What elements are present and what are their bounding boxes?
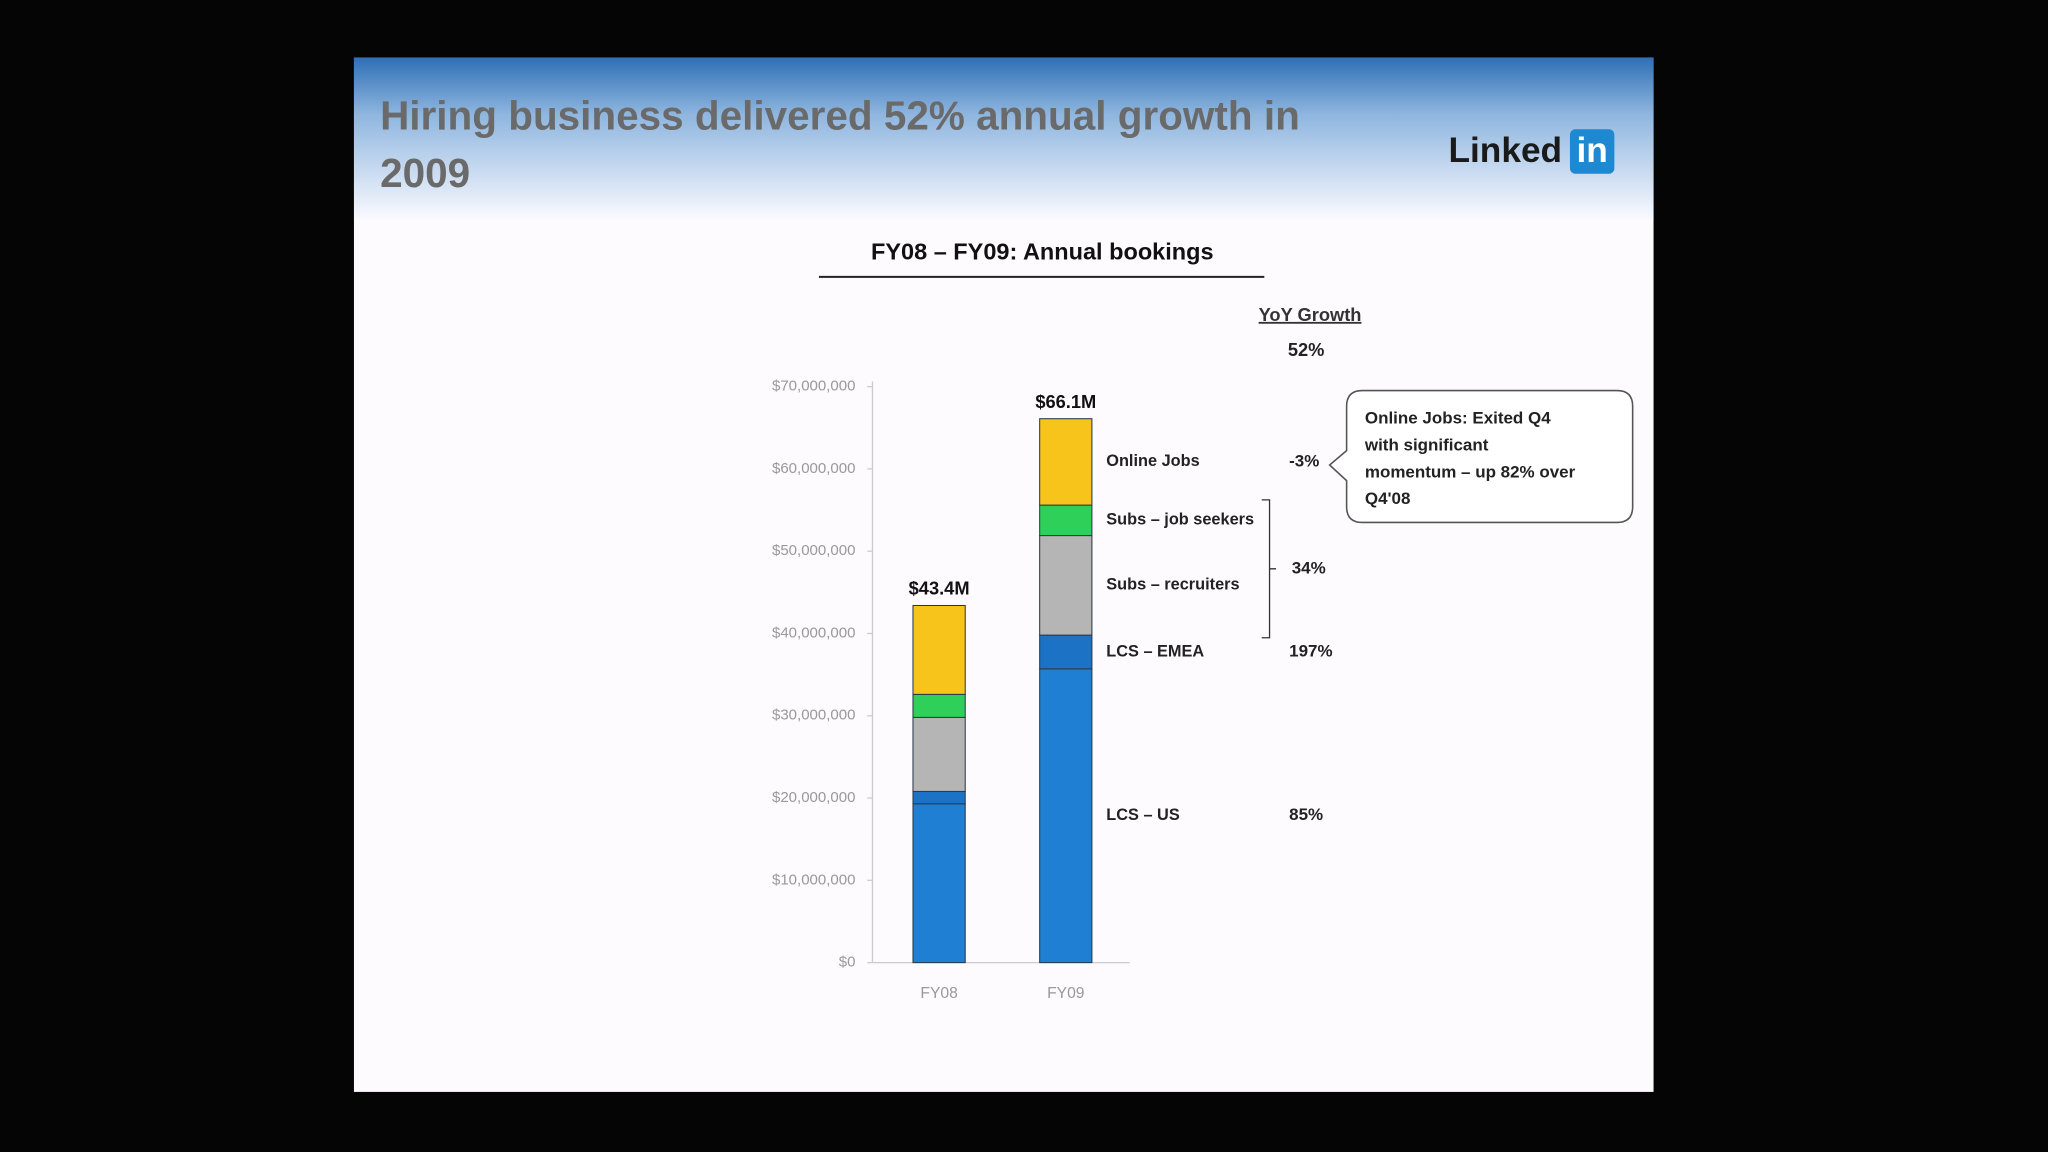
y-tick-label: $20,000,000 bbox=[772, 789, 856, 806]
slide bbox=[353, 57, 1654, 1092]
bar-segment bbox=[912, 790, 966, 805]
growth-label: 34% bbox=[1292, 558, 1326, 577]
x-tick-label: FY09 bbox=[1047, 985, 1084, 1002]
logo-text: Linked bbox=[1448, 131, 1562, 170]
callout-text: momentum – up 82% over bbox=[1365, 462, 1576, 481]
slide-title: Hiring business delivered 52% annual gro… bbox=[380, 93, 1300, 139]
logo-badge-text: in bbox=[1576, 131, 1607, 170]
bar-segment bbox=[1039, 418, 1093, 506]
bar-segment bbox=[912, 604, 966, 695]
series-label: Online Jobs bbox=[1106, 452, 1199, 470]
slide-header bbox=[353, 57, 1654, 221]
x-tick-label: FY08 bbox=[920, 985, 958, 1002]
y-tick-label: $60,000,000 bbox=[772, 460, 856, 477]
total-growth: 52% bbox=[1288, 339, 1325, 360]
bar-segment bbox=[1039, 634, 1093, 670]
callout-text: Q4'08 bbox=[1365, 489, 1411, 508]
bar-segment bbox=[1039, 504, 1093, 537]
series-label: LCS – US bbox=[1106, 806, 1180, 824]
y-tick-label: $70,000,000 bbox=[772, 378, 856, 395]
growth-label: -3% bbox=[1289, 451, 1319, 470]
growth-label: 85% bbox=[1289, 805, 1323, 824]
bar-segment bbox=[1039, 668, 1093, 964]
growth-label: 197% bbox=[1289, 641, 1332, 660]
series-label: LCS – EMEA bbox=[1106, 642, 1204, 660]
callout-text: with significant bbox=[1364, 436, 1489, 455]
y-tick-label: $30,000,000 bbox=[772, 707, 856, 724]
callout-text: Online Jobs: Exited Q4 bbox=[1365, 409, 1551, 428]
bar-segment bbox=[912, 803, 966, 964]
y-tick-label: $50,000,000 bbox=[772, 542, 856, 559]
y-tick-label: $40,000,000 bbox=[772, 624, 856, 641]
bar-segment bbox=[912, 716, 966, 792]
growth-header: YoY Growth bbox=[1259, 304, 1362, 325]
y-tick-label: $10,000,000 bbox=[772, 871, 856, 888]
total-label: $66.1M bbox=[1035, 391, 1096, 412]
bar-segment bbox=[912, 693, 966, 718]
series-label: Subs – job seekers bbox=[1106, 511, 1254, 529]
slide-title: 2009 bbox=[380, 150, 470, 196]
chart-title: FY08 – FY09: Annual bookings bbox=[871, 239, 1214, 265]
series-label: Subs – recruiters bbox=[1106, 576, 1239, 594]
bracket bbox=[1261, 499, 1277, 639]
bar-segment bbox=[1039, 535, 1093, 636]
y-tick-label: $0 bbox=[839, 954, 856, 971]
total-label: $43.4M bbox=[909, 578, 970, 599]
chart: $0 $10,000,000 $20,000,000 $30,000,000 $40,0… bbox=[772, 378, 1576, 1003]
callout-box bbox=[1328, 389, 1634, 524]
logo-badge bbox=[1569, 129, 1615, 174]
